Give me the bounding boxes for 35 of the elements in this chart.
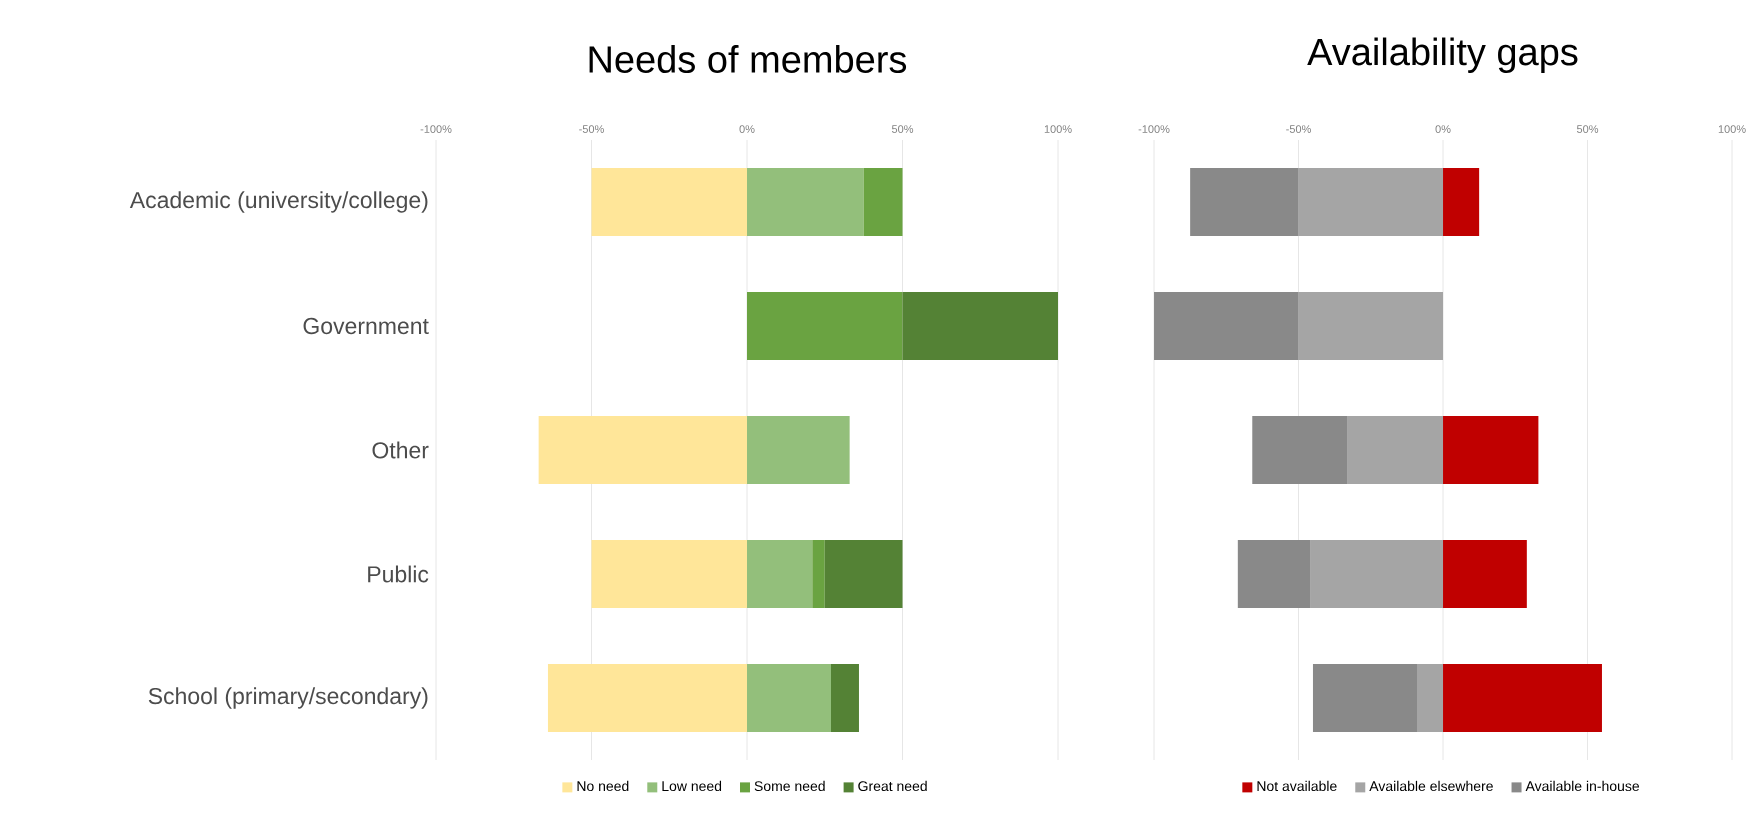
bar (1443, 416, 1539, 484)
chart-title: Needs of members (589, 45, 907, 73)
bar (1312, 664, 1417, 733)
bar (1252, 416, 1348, 485)
y-tick-label: Other (372, 441, 429, 459)
bar (1154, 292, 1299, 361)
y-tick-label: Government (303, 317, 429, 335)
bar (1237, 540, 1311, 609)
bar (1190, 168, 1299, 237)
chart-title: Availability gaps (1307, 37, 1578, 73)
bar (1417, 664, 1444, 733)
bar (1298, 168, 1444, 237)
y-tick-label: Public (368, 565, 429, 583)
bar (812, 540, 825, 609)
bar (1298, 292, 1444, 361)
bar (1443, 664, 1602, 733)
bar (902, 292, 1059, 361)
bar (538, 416, 747, 485)
bar (1347, 416, 1444, 485)
bar (1310, 540, 1444, 609)
bar (747, 664, 831, 733)
y-tick-label: Academic (university/college) (129, 191, 428, 213)
bar (747, 416, 850, 484)
bar (591, 168, 747, 237)
bar (1443, 168, 1480, 237)
bar (747, 540, 813, 609)
bar (747, 168, 864, 237)
y-tick-label: School (primary/secondary) (148, 687, 428, 709)
bar (1443, 540, 1527, 609)
bar (830, 664, 859, 733)
bar (591, 540, 747, 609)
bar (824, 540, 903, 609)
bar (547, 664, 747, 733)
bar (747, 292, 903, 361)
bar (863, 168, 903, 237)
